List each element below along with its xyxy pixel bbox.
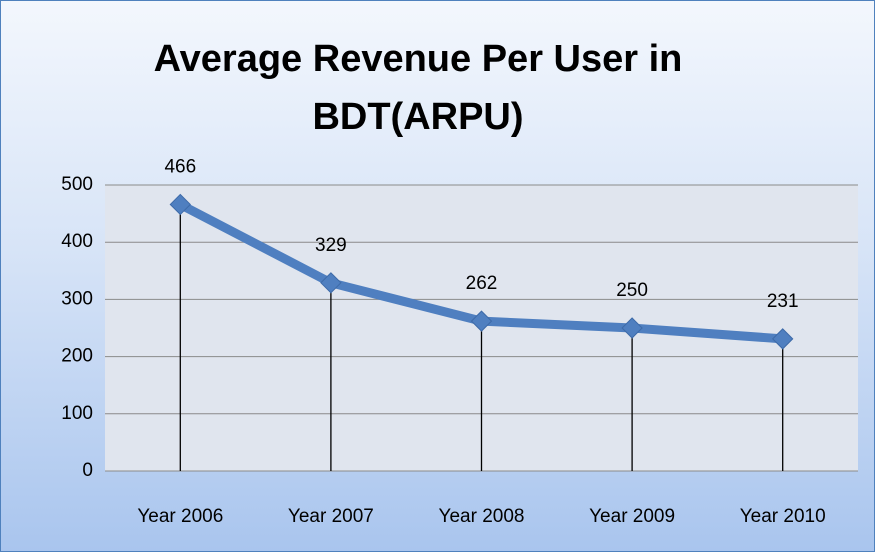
y-tick-label: 200 [61, 346, 93, 367]
marker [470, 310, 493, 332]
x-tick-label: Year 2006 [137, 506, 223, 527]
x-tick-label: Year 2010 [740, 506, 826, 527]
data-label: 250 [616, 280, 648, 301]
marker [621, 317, 643, 339]
data-label: 466 [164, 156, 196, 177]
y-tick-label: 0 [82, 460, 93, 481]
marker [320, 272, 342, 294]
y-tick-label: 400 [61, 231, 93, 252]
data-label: 262 [466, 273, 498, 294]
marker [771, 328, 794, 350]
x-tick-label: Year 2007 [288, 506, 374, 527]
x-tick-label: Year 2009 [589, 506, 675, 527]
y-tick-label: 100 [61, 403, 93, 424]
marker [169, 193, 192, 216]
x-tick-label: Year 2008 [439, 506, 525, 527]
chart-title: Average Revenue Per User in BDT(ARPU) [153, 38, 683, 138]
data-label: 329 [315, 235, 347, 256]
data-label: 231 [767, 291, 799, 312]
y-tick-label: 300 [61, 288, 93, 309]
y-tick-label: 500 [61, 174, 93, 195]
